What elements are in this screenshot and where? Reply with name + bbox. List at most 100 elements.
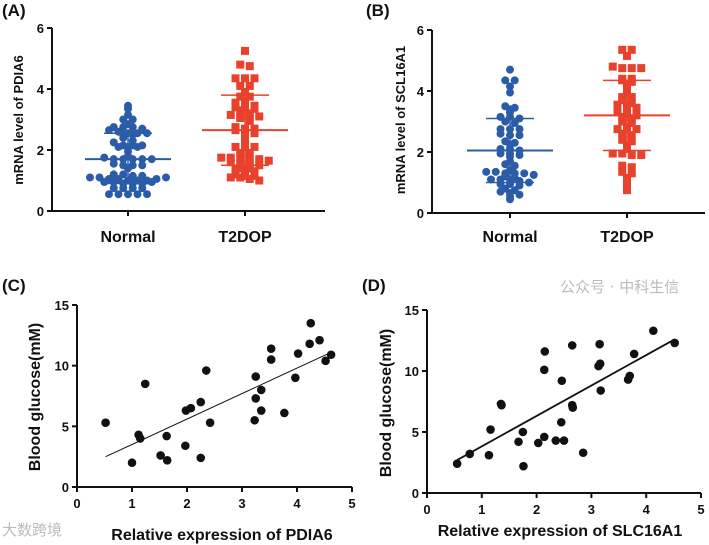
chart-b-point-t2dop xyxy=(618,117,627,126)
chart-c-point xyxy=(306,318,316,328)
chart-b-point-t2dop xyxy=(627,131,636,140)
chart-b-point-t2dop xyxy=(618,149,627,158)
chart-c-x-tick-label: 1 xyxy=(128,496,135,511)
chart-c-point xyxy=(101,418,110,427)
chart-b-point-t2dop xyxy=(613,105,622,114)
chart-c-point xyxy=(291,373,300,383)
x-axis-title-d: Relative expression of SLC16A1 xyxy=(438,523,683,540)
y-axis-title-b: mRNA level of SCL16A1 xyxy=(393,46,408,194)
chart-b-point-t2dop xyxy=(627,114,636,123)
chart-b-point-normal xyxy=(496,125,505,134)
chart-b-point-normal xyxy=(501,137,510,146)
chart-a-point-normal xyxy=(114,190,123,199)
chart-c-point xyxy=(250,415,259,425)
chart-c-point xyxy=(186,403,196,413)
chart-a-point-normal xyxy=(152,174,161,183)
chart-a-point-normal xyxy=(105,190,113,199)
chart-a-point-t2dop xyxy=(236,106,245,115)
chart-a-point-t2dop xyxy=(236,159,245,168)
chart-c-y-tick-label: 15 xyxy=(55,298,69,313)
panel-label-a: (A) xyxy=(2,1,26,20)
chart-a-point-t2dop xyxy=(231,170,240,179)
chart-a-point-t2dop xyxy=(231,98,240,107)
chart-b-point-normal xyxy=(501,102,510,111)
chart-b-point-normal xyxy=(506,88,514,97)
chart-a-point-normal xyxy=(100,153,109,162)
chart-b-point-normal xyxy=(515,125,524,134)
chart-d-point xyxy=(519,461,528,471)
chart-a-point-t2dop xyxy=(241,171,249,180)
x-axis-title-c: Relative expression of PDIA6 xyxy=(111,527,333,544)
chart-b-y-tick-label: 2 xyxy=(417,145,424,160)
chart-a-y-tick-label: 2 xyxy=(37,143,44,158)
chart-d-point xyxy=(514,437,523,447)
chart-d-point xyxy=(595,339,604,349)
chart-b-point-t2dop xyxy=(618,74,627,83)
chart-b-point-normal xyxy=(491,167,500,176)
chart-a-point-t2dop xyxy=(236,112,245,121)
chart-d-point xyxy=(539,432,549,442)
chart-c-point xyxy=(305,339,314,349)
chart-a-point-t2dop xyxy=(231,74,240,83)
watermark-left: 大数跨境 xyxy=(2,521,62,539)
chart-c-point xyxy=(256,385,266,395)
chart-b-point-normal xyxy=(496,112,505,121)
y-axis-title-a: mRNA level of PDIA6 xyxy=(11,55,26,185)
chart-b-point-t2dop xyxy=(618,45,627,54)
chart-a-point-t2dop xyxy=(226,110,235,119)
category-label-b-normal: Normal xyxy=(482,229,537,246)
chart-b-point-t2dop xyxy=(618,161,627,170)
chart-a-point-t2dop xyxy=(255,155,264,164)
chart-c-point xyxy=(201,366,211,375)
chart-b-point-normal xyxy=(510,138,519,147)
chart-c-y-tick-label: 10 xyxy=(55,359,69,374)
chart-a-point-normal xyxy=(109,170,118,179)
chart-c-point xyxy=(266,344,276,353)
chart-a-point-t2dop xyxy=(217,153,226,162)
chart-d-fit-line xyxy=(456,338,676,461)
chart-b-point-t2dop xyxy=(618,64,627,73)
chart-d-point xyxy=(557,376,567,386)
chart-b-point-normal xyxy=(529,170,538,179)
chart-b-y-tick-label: 0 xyxy=(417,206,424,221)
chart-a-point-normal xyxy=(109,123,118,132)
chart-a-point-normal xyxy=(162,173,170,182)
chart-a-point-t2dop xyxy=(231,165,240,174)
chart-a-point-t2dop xyxy=(226,158,235,167)
chart-c-point xyxy=(181,441,190,451)
chart-a-point-normal xyxy=(124,101,132,110)
chart-a-point-t2dop xyxy=(231,142,240,151)
chart-b-point-normal xyxy=(506,82,514,91)
chart-a-point-normal xyxy=(138,171,147,180)
chart-b-point-normal xyxy=(510,103,519,112)
y-axis-title-c: Blood glucose(mM) xyxy=(27,323,44,471)
chart-d-point xyxy=(595,359,605,368)
chart-a-point-t2dop xyxy=(241,165,249,174)
chart-b-point-t2dop xyxy=(613,100,622,109)
chart-d-point xyxy=(625,371,635,381)
chart-b-point-t2dop xyxy=(618,167,627,176)
chart-d-y-tick-label: 0 xyxy=(412,486,419,501)
chart-d-point xyxy=(539,365,549,375)
chart-c-point xyxy=(196,453,206,463)
chart-c-x-tick-label: 0 xyxy=(73,496,80,511)
chart-b-point-t2dop xyxy=(618,135,627,144)
chart-a-point-t2dop xyxy=(245,81,254,90)
chart-d-x-tick-label: 4 xyxy=(643,502,651,517)
chart-a-point-t2dop xyxy=(250,124,259,133)
chart-c-point xyxy=(127,458,137,468)
chart-b-point-t2dop xyxy=(627,119,636,128)
chart-a-point-normal xyxy=(95,173,104,182)
chart-d-point xyxy=(518,427,528,437)
chart-a-point-t2dop xyxy=(250,101,259,110)
chart-a-y-tick-label: 4 xyxy=(37,82,45,97)
chart-b-point-t2dop xyxy=(618,93,627,102)
chart-d-point xyxy=(578,448,588,458)
chart-d-point xyxy=(556,417,566,427)
chart-a-point-t2dop xyxy=(231,123,240,132)
chart-c-point xyxy=(266,355,276,364)
chart-d-point xyxy=(567,341,577,350)
panel-label-b: (B) xyxy=(366,1,390,20)
chart-d-y-tick-label: 15 xyxy=(405,303,419,318)
